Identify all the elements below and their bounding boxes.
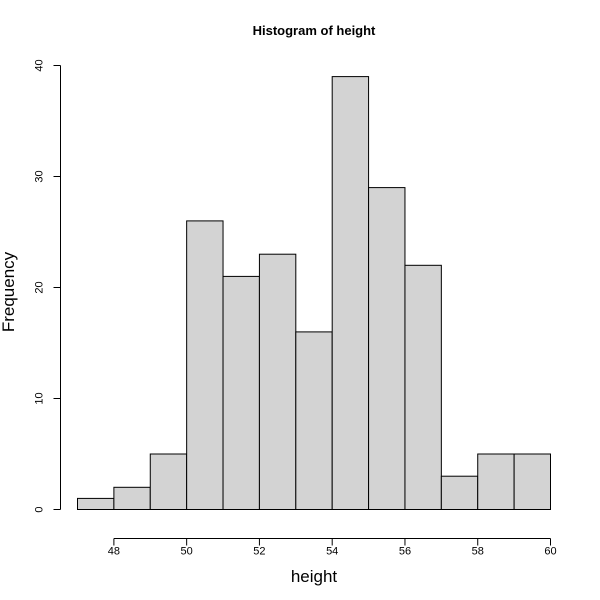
y-tick-label: 30 [34,170,46,182]
histogram-bar [258,253,297,510]
x-tick-label: 48 [108,546,120,558]
histogram-bar [186,220,224,510]
bars-group [77,76,551,511]
y-tick-label: 0 [34,506,46,512]
x-tick-label: 54 [326,546,338,558]
histogram-bar [331,76,370,510]
x-axis-label: height [291,567,338,586]
y-ticks-group: 0 10 20 30 40 [34,59,61,513]
histogram-bar [113,486,151,510]
y-tick-label: 20 [34,281,46,293]
y-tick-label: 40 [34,59,46,71]
histogram-bar [77,497,115,510]
histogram-bar [149,453,188,510]
histogram-bar [513,453,551,510]
histogram-bar [222,275,260,510]
x-tick-label: 56 [399,546,411,558]
x-tick-label: 60 [544,546,556,558]
x-tick-label: 52 [253,546,265,558]
histogram-bar [477,453,515,510]
histogram-bar [404,264,442,510]
histogram-bar [295,331,333,510]
chart-title: Histogram of height [253,23,376,38]
x-tick-label: 58 [472,546,484,558]
histogram-bar [440,475,479,511]
x-tick-label: 50 [181,546,193,558]
y-axis-label: Frequency [0,251,18,332]
x-ticks-group: 48 50 52 54 56 58 60 [108,538,557,558]
histogram-bar [368,187,406,510]
y-tick-label: 10 [34,392,46,404]
